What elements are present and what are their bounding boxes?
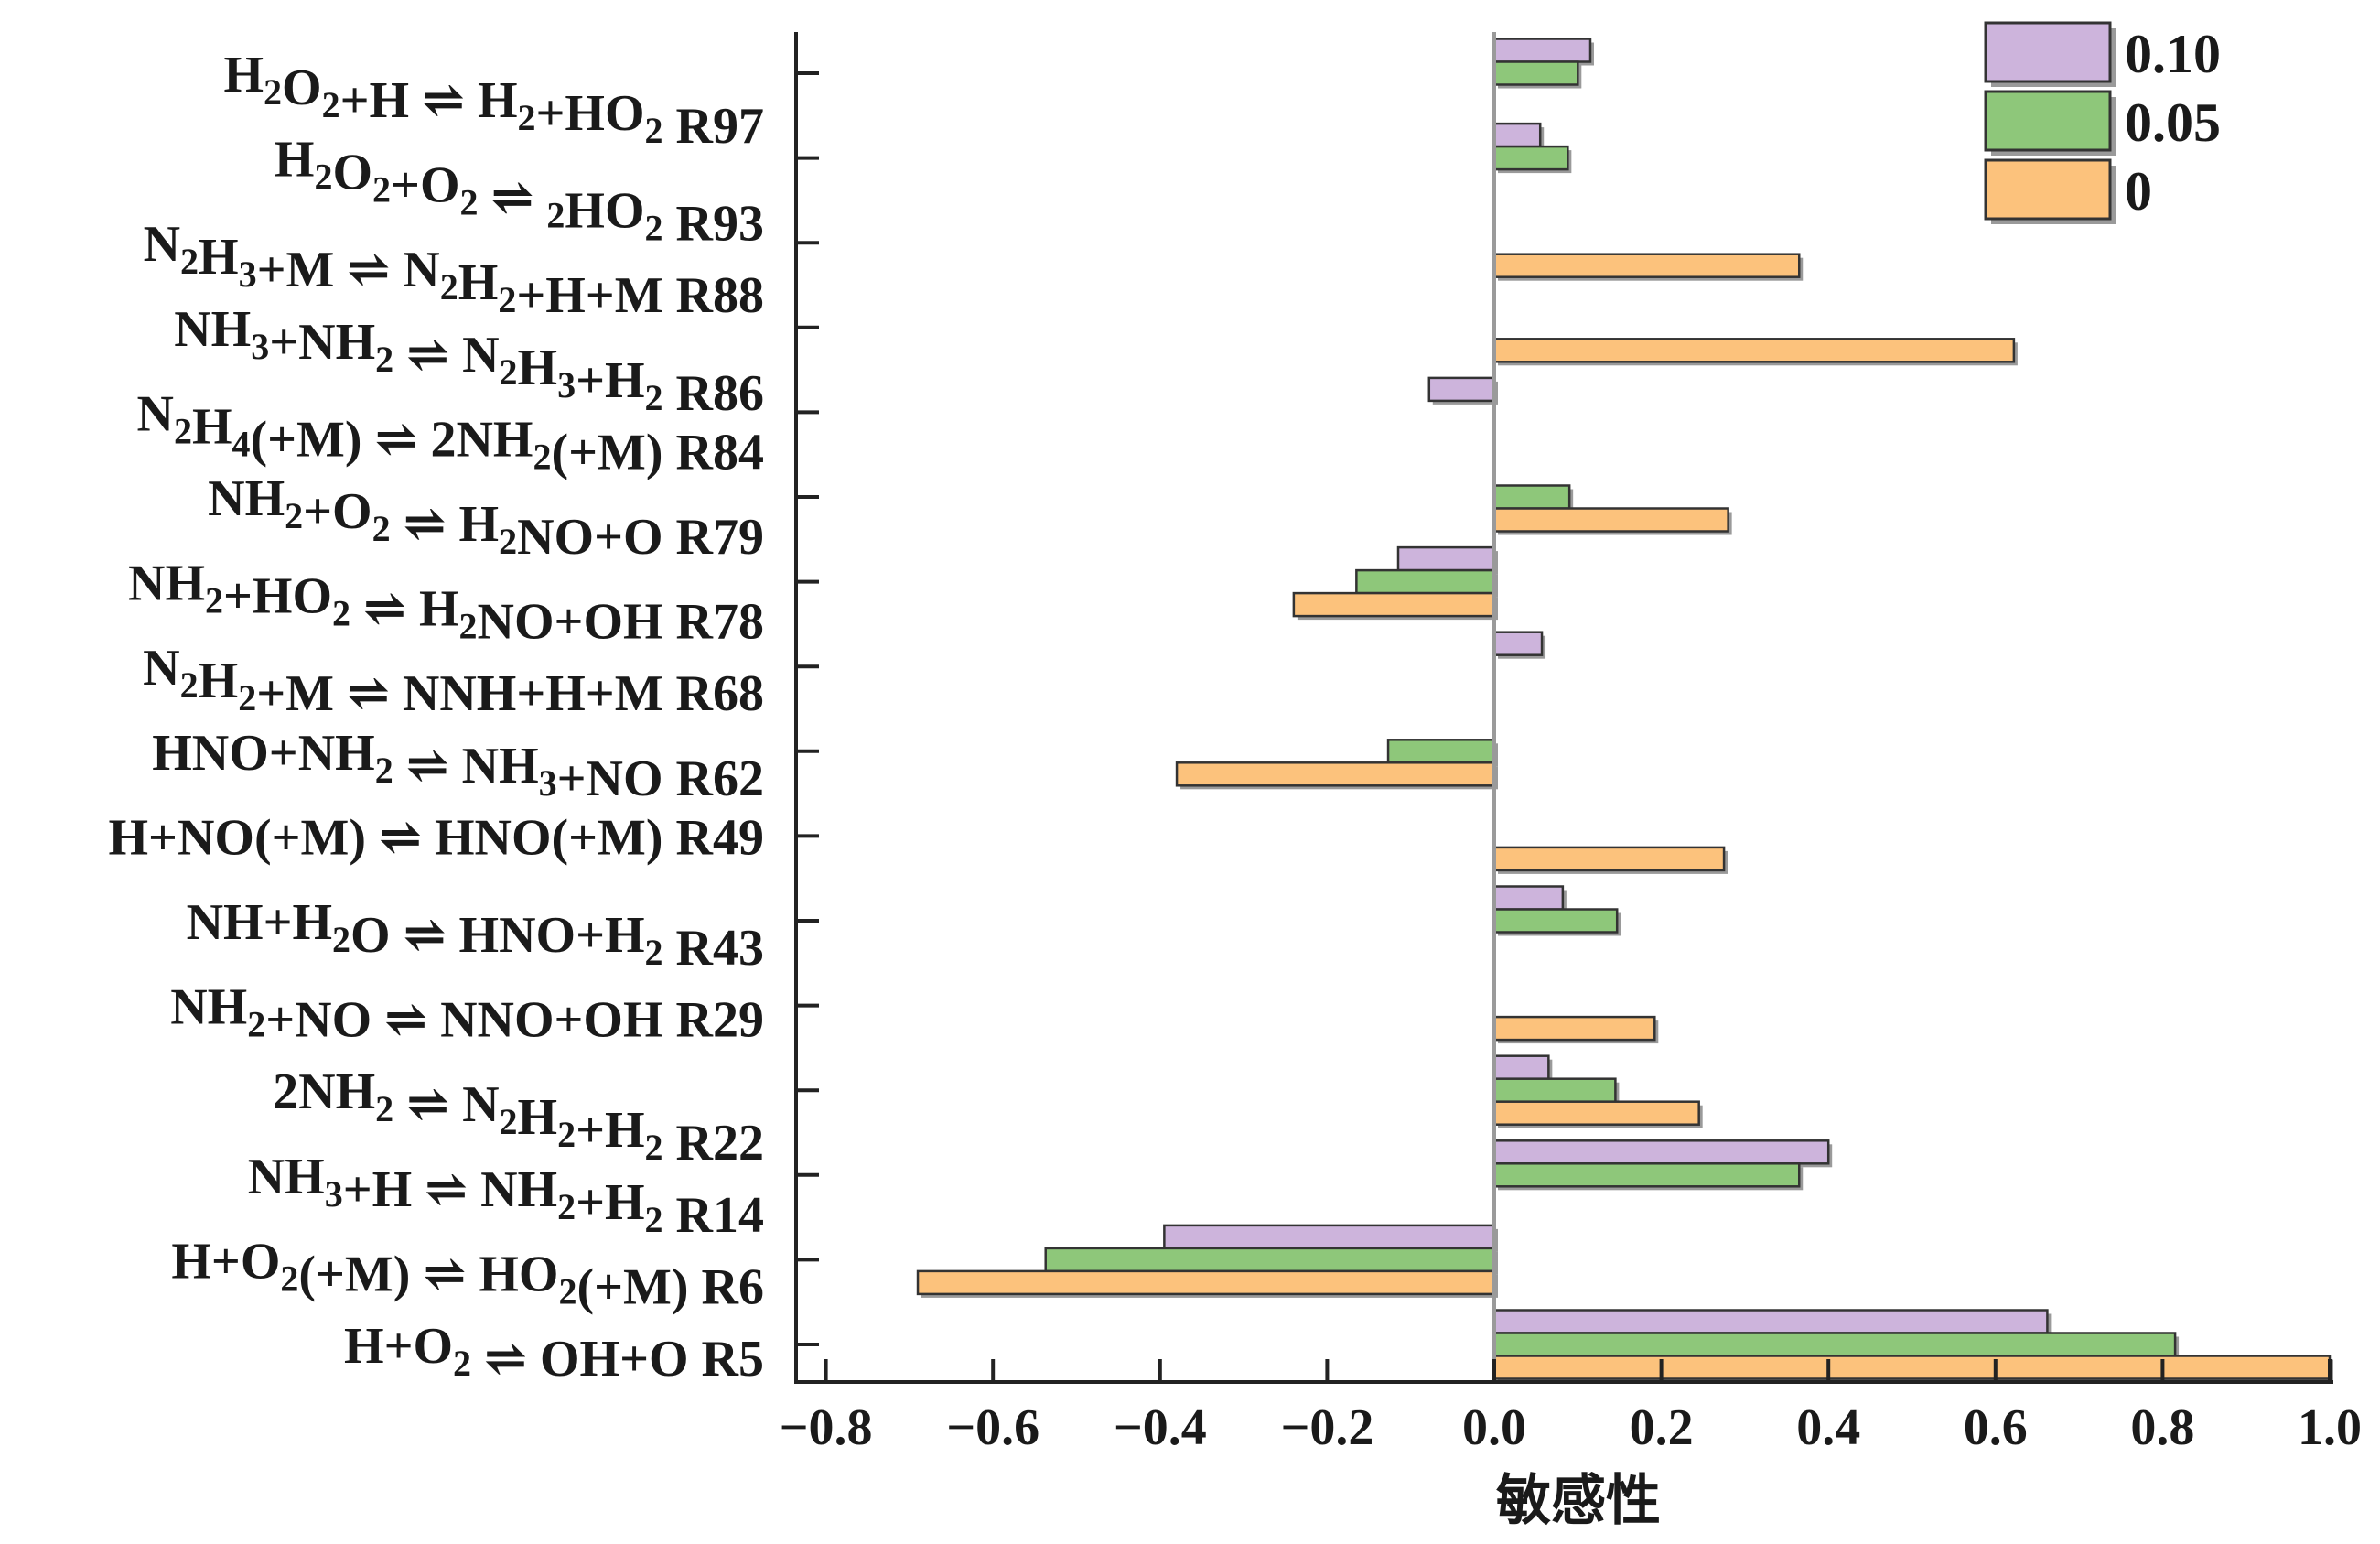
bar-R5-0.05 [1492, 1332, 2177, 1357]
bar-R88-0 [1492, 253, 1801, 278]
x-ticks: −0.8 −0.6 −0.4 −0.2 0.0 0.2 0.4 0.6 0.8 1.0 [780, 1359, 2362, 1456]
reaction-label-R29: NH2+NO ⇌ NNO+OH R29 [170, 979, 764, 1049]
reaction-label-R6: H+O2(+M) ⇌ HO2(+M) R6 [171, 1233, 764, 1315]
x-tick-label: −0.6 [946, 1399, 1039, 1456]
legend-label-0.05: 0.05 [2125, 92, 2221, 153]
bar-R97-0.10 [1492, 38, 1592, 63]
bar-R68-0.10 [1492, 631, 1544, 656]
bar-R97-0.05 [1492, 60, 1579, 86]
bar-R86-0 [1492, 338, 2016, 363]
x-tick-label: 0.4 [1796, 1399, 1860, 1456]
x-tick-label: 1.0 [2298, 1399, 2362, 1456]
bar-R5-0.10 [1492, 1309, 2049, 1334]
x-axis-label: 敏感性 [1496, 1469, 1661, 1533]
reaction-label-R88: N2H3+M ⇌ N2H2+H+M R88 [144, 216, 764, 324]
bar-R22-0 [1492, 1100, 1700, 1126]
x-tick-label: 0.0 [1462, 1399, 1526, 1456]
bar-R22-0.05 [1492, 1077, 1617, 1103]
bar-R5-0 [1492, 1355, 2332, 1380]
bar-R43-0.10 [1492, 885, 1565, 911]
x-tick-label: 0.8 [2130, 1399, 2194, 1456]
reaction-label-R68: N2H2+M ⇌ NNH+H+M R68 [143, 640, 764, 722]
reaction-label-R62: HNO+NH2 ⇌ NH3+NO R62 [152, 725, 764, 807]
bar-R79-0 [1492, 507, 1729, 533]
bar-R14-0.05 [1492, 1162, 1801, 1188]
bar-R93-0.05 [1492, 145, 1569, 171]
legend: 0.10 0.05 0 [1984, 21, 2221, 224]
x-tick-label: 0.2 [1630, 1399, 1694, 1456]
bar-R79-0.05 [1492, 484, 1571, 510]
legend-swatch-0 [1984, 158, 2112, 221]
y-ticks [796, 71, 819, 1346]
bar-R78-0.10 [1396, 545, 1496, 572]
reaction-label-R86: NH3+NH2 ⇌ N2H3+H2 R86 [174, 301, 764, 422]
axes-layer [794, 32, 2333, 1384]
bar-R29-0 [1492, 1015, 1656, 1042]
bar-R22-0.10 [1492, 1054, 1550, 1080]
reaction-label-R5: H+O2 ⇌ OH+O R5 [344, 1318, 764, 1387]
reaction-label-R84: N2H4(+M) ⇌ 2NH2(+M) R84 [136, 385, 764, 480]
legend-swatch-0.10 [1984, 21, 2112, 83]
reaction-label-R93: H2O2+O2 ⇌ 2HO2 R93 [275, 132, 764, 253]
bar-R43-0.05 [1492, 908, 1619, 934]
bar-R14-0.10 [1492, 1139, 1830, 1165]
x-tick-label: −0.8 [780, 1399, 873, 1456]
bar-R93-0.10 [1492, 122, 1542, 148]
bars-layer [916, 38, 2333, 1383]
bar-R6-0.10 [1163, 1224, 1496, 1250]
legend-label-0.10: 0.10 [2125, 24, 2221, 84]
reaction-label-R43: NH+H2O ⇌ HNO+H2 R43 [187, 894, 764, 977]
bar-R78-0 [1292, 591, 1496, 618]
reaction-label-R14: NH3+H ⇌ NH2+H2 R14 [248, 1149, 764, 1244]
reaction-label-R97: H2O2+H ⇌ H2+HO2 R97 [223, 47, 764, 155]
x-tick-label: 0.6 [1964, 1399, 2028, 1456]
reaction-label-R22: 2NH2 ⇌ N2H2+H2 R22 [273, 1064, 764, 1171]
bar-R84-0.10 [1427, 376, 1496, 403]
legend-label-0: 0 [2125, 161, 2152, 221]
legend-swatch-0.05 [1984, 90, 2112, 152]
bar-R6-0.05 [1044, 1247, 1496, 1273]
bar-R62-0.05 [1386, 739, 1496, 764]
reaction-label-R79: NH2+O2 ⇌ H2NO+O R79 [208, 470, 764, 566]
x-tick-label: −0.4 [1114, 1399, 1207, 1456]
bar-R78-0.05 [1355, 568, 1496, 595]
bar-R62-0 [1175, 761, 1496, 787]
bar-R6-0 [916, 1269, 1496, 1296]
reaction-label-R49: H+NO(+M) ⇌ HNO(+M) R49 [108, 809, 764, 866]
reaction-label-R78: NH2+HO2 ⇌ H2NO+OH R78 [128, 556, 764, 651]
x-tick-label: −0.2 [1280, 1399, 1373, 1456]
bar-R49-0 [1492, 846, 1726, 872]
